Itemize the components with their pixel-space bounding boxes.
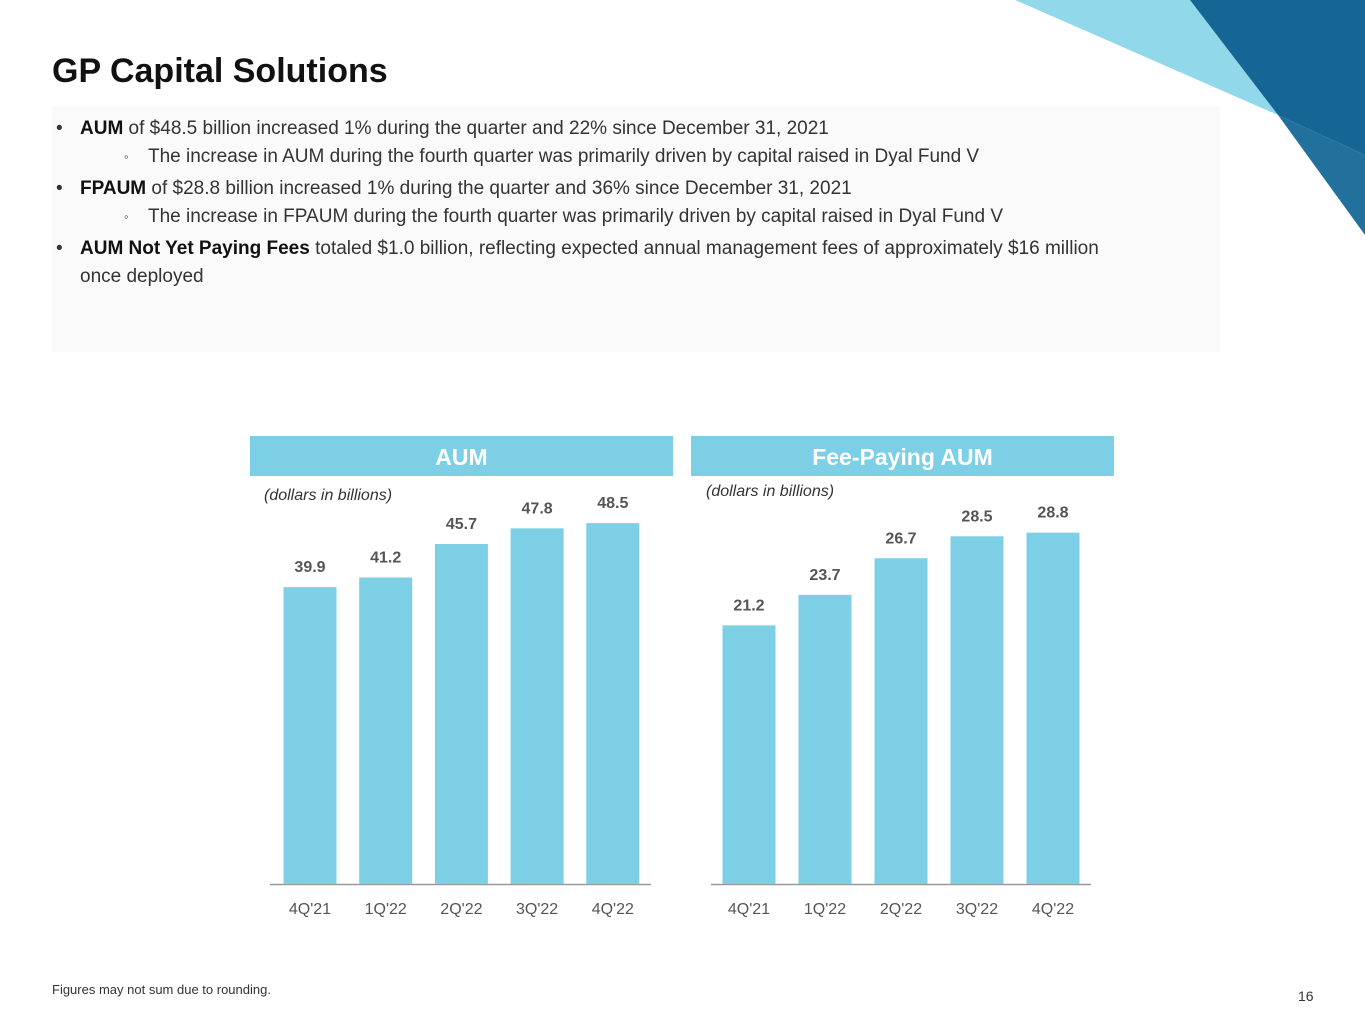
light-triangle: [1015, 0, 1278, 115]
bar-3Q'22: [950, 536, 1004, 884]
data-label: 39.9: [294, 559, 325, 576]
fpaum-chart-title: Fee-Paying AUM: [691, 436, 1114, 476]
x-tick-label: 4Q'22: [1032, 901, 1074, 918]
x-tick-label: 2Q'22: [440, 901, 482, 918]
data-label: 41.2: [370, 549, 401, 566]
bullet-text: of $48.5 billion increased 1% during the…: [123, 118, 829, 139]
bullet-bold: AUM Not Yet Paying Fees: [80, 238, 310, 259]
x-tick-label: 4Q'21: [728, 901, 770, 918]
x-tick-label: 1Q'22: [365, 901, 407, 918]
sub-bullet-fpaum: ◦ The increase in FPAUM during the fourth…: [124, 206, 1004, 227]
data-label: 28.8: [1037, 505, 1068, 522]
bullet-not-yet-paying: • AUM Not Yet Paying Fees totaled $1.0 bi…: [56, 238, 1099, 287]
x-tick-label: 2Q'22: [880, 901, 922, 918]
summary-panel: [52, 106, 1220, 352]
bullet-fpaum: • FPAUM of $28.8 billion increased 1% dur…: [56, 178, 852, 199]
bar-2Q'22: [434, 543, 488, 884]
page-number: 16: [1298, 988, 1314, 1004]
data-label: 48.5: [597, 495, 628, 512]
x-tick-label: 1Q'22: [804, 901, 846, 918]
bullet-text: of $28.8 billion increased 1% during the…: [146, 178, 852, 199]
data-label: 26.7: [885, 530, 916, 547]
bar-4Q'22: [1026, 532, 1080, 884]
sub-bullet-aum: ◦ The increase in AUM during the fourth q…: [124, 146, 980, 167]
bullet-bold: FPAUM: [80, 178, 147, 199]
page-title: GP Capital Solutions: [52, 52, 388, 90]
x-tick-label: 3Q'22: [516, 901, 558, 918]
x-tick-label: 3Q'22: [956, 901, 998, 918]
data-label: 21.2: [733, 597, 764, 614]
bar-4Q'21: [722, 625, 776, 884]
bar-3Q'22: [510, 528, 564, 884]
data-label: 23.7: [809, 567, 840, 584]
bullet-text: The increase in FPAUM during the fourth …: [148, 206, 1004, 227]
bullet-text: totaled $1.0 billion, reflecting expecte…: [309, 238, 1099, 259]
fpaum-unit-label: (dollars in billions): [706, 483, 835, 500]
data-label: 47.8: [522, 500, 553, 517]
dark-triangle: [1190, 0, 1365, 155]
x-tick-label: 4Q'22: [592, 901, 634, 918]
footnote: Figures may not sum due to rounding.: [52, 982, 271, 997]
bar-1Q'22: [798, 594, 852, 884]
bullet-text: The increase in AUM during the fourth qu…: [148, 146, 980, 167]
bar-2Q'22: [874, 558, 928, 884]
mid-triangle: [1278, 115, 1365, 235]
aum-chart-title: AUM: [250, 436, 673, 476]
data-label: 28.5: [961, 508, 992, 525]
data-label: 45.7: [446, 516, 477, 533]
aum-unit-label: (dollars in billions): [264, 487, 393, 504]
bar-1Q'22: [359, 577, 413, 884]
bullet-aum: • AUM of $48.5 billion increased 1% durin…: [56, 118, 829, 139]
bar-4Q'22: [586, 523, 640, 884]
bar-4Q'21: [283, 587, 337, 884]
corner-decoration: [1015, 0, 1365, 235]
bullet-text: once deployed: [80, 266, 204, 287]
bullet-bold: AUM: [80, 118, 124, 139]
x-tick-label: 4Q'21: [289, 901, 331, 918]
